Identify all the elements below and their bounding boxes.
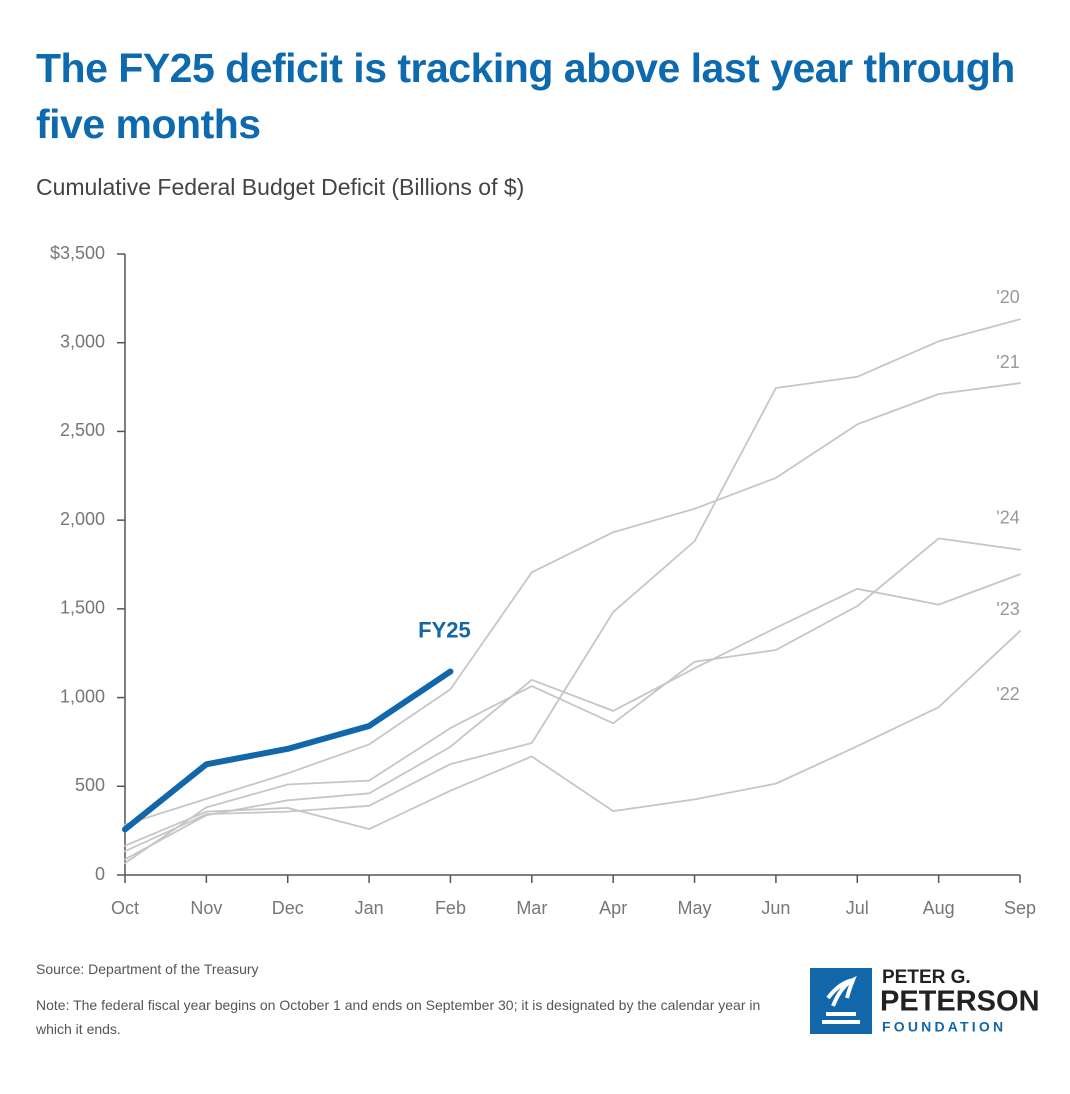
y-tick-label: 2,500 — [60, 420, 105, 440]
note: Note: The federal fiscal year begins on … — [36, 997, 761, 1037]
x-tick-label: Jul — [846, 898, 869, 918]
series-line — [124, 382, 1021, 826]
series-label: '21 — [996, 352, 1019, 372]
y-tick-label: 2,000 — [60, 509, 105, 529]
series-label: '22 — [996, 684, 1019, 704]
chart-subtitle: Cumulative Federal Budget Deficit (Billi… — [36, 174, 525, 200]
series-label: FY25 — [418, 617, 471, 642]
series-line — [124, 630, 1021, 847]
x-tick-label: Oct — [111, 898, 139, 918]
y-tick-label: 1,500 — [60, 598, 105, 618]
y-tick-label: 0 — [95, 864, 105, 884]
series-label: '24 — [996, 508, 1019, 528]
y-tick-label: 3,000 — [60, 331, 105, 351]
logo-mark — [810, 968, 872, 1034]
x-tick-label: May — [678, 898, 712, 918]
source: Source: Department of the Treasury — [36, 961, 259, 977]
series-line — [122, 668, 454, 833]
y-tick-label: $3,500 — [50, 243, 105, 263]
logo-text: PETER G. — [882, 967, 971, 988]
series-line — [124, 318, 1021, 853]
x-tick-label: Aug — [923, 898, 955, 918]
x-tick-label: Dec — [272, 898, 304, 918]
x-tick-label: Nov — [190, 898, 222, 918]
chart-title: The FY25 deficit is tracking above last … — [36, 45, 1015, 147]
series-label: '23 — [996, 599, 1019, 619]
y-tick-label: 1,000 — [60, 686, 105, 706]
logo-text: FOUNDATION — [882, 1019, 1006, 1035]
x-tick-label: Feb — [435, 898, 466, 918]
x-tick-label: Apr — [599, 898, 627, 918]
series-label: '20 — [996, 287, 1019, 307]
series-line — [124, 537, 1021, 865]
x-tick-label: Jun — [761, 898, 790, 918]
y-tick-label: 500 — [75, 775, 105, 795]
logo-text: PETERSON — [880, 986, 1040, 1018]
x-tick-label: Jan — [355, 898, 384, 918]
x-tick-label: Sep — [1004, 898, 1036, 918]
x-tick-label: Mar — [516, 898, 547, 918]
series-line — [124, 573, 1021, 861]
logo-icon — [822, 975, 860, 1024]
